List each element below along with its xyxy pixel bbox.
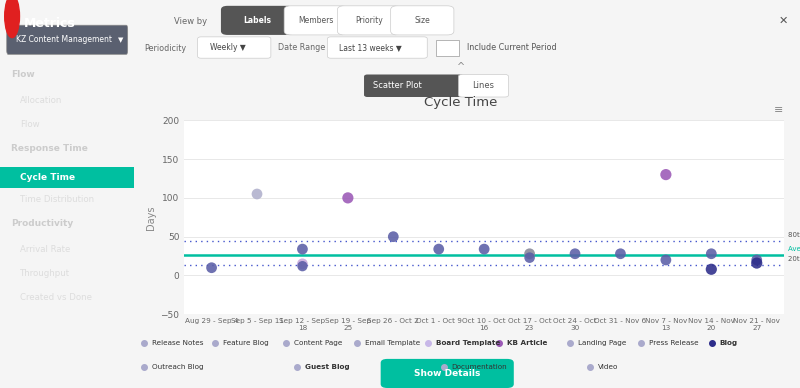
Text: Time Distribution: Time Distribution — [20, 195, 94, 204]
Y-axis label: Days: Days — [146, 205, 156, 230]
Text: Lines: Lines — [472, 81, 494, 90]
Text: Documentation: Documentation — [451, 364, 507, 370]
Text: Cycle Time: Cycle Time — [20, 173, 75, 182]
FancyBboxPatch shape — [381, 359, 514, 388]
Point — [705, 266, 718, 272]
FancyBboxPatch shape — [284, 6, 347, 35]
Point — [523, 255, 536, 261]
Text: Date Range: Date Range — [278, 43, 325, 52]
Text: Metrics: Metrics — [24, 17, 76, 31]
FancyBboxPatch shape — [6, 25, 128, 54]
Text: 80th Percentile: 80th Percentile — [788, 232, 800, 238]
Point — [296, 263, 309, 269]
Text: KB Article: KB Article — [506, 340, 547, 346]
FancyBboxPatch shape — [390, 6, 454, 35]
Text: Priority: Priority — [355, 16, 382, 25]
Text: Flow: Flow — [10, 70, 34, 79]
Point — [296, 246, 309, 252]
Text: Scatter Plot: Scatter Plot — [373, 81, 422, 90]
Text: K: K — [8, 11, 16, 21]
Point — [659, 171, 672, 178]
Text: Average Cycle Time: 27.05 days: Average Cycle Time: 27.05 days — [788, 246, 800, 252]
Text: Content Page: Content Page — [294, 340, 342, 346]
Text: ≡: ≡ — [774, 104, 783, 114]
Text: Periodicity: Periodicity — [144, 44, 186, 53]
Point — [205, 265, 218, 271]
Point — [659, 257, 672, 263]
FancyBboxPatch shape — [0, 167, 134, 188]
Point — [569, 251, 582, 257]
Text: Video: Video — [598, 364, 618, 370]
Text: Members: Members — [298, 16, 333, 25]
Text: ^: ^ — [457, 62, 465, 72]
Point — [750, 260, 763, 266]
FancyBboxPatch shape — [327, 37, 427, 58]
Text: KZ Content Management: KZ Content Management — [16, 35, 112, 45]
Point — [250, 191, 263, 197]
Text: Board Template: Board Template — [436, 340, 500, 346]
Text: Productivity: Productivity — [10, 219, 73, 228]
Point — [523, 251, 536, 257]
Circle shape — [5, 0, 19, 38]
Text: Include Current Period: Include Current Period — [467, 43, 557, 52]
Point — [432, 246, 445, 252]
Text: Created vs Done: Created vs Done — [20, 293, 92, 302]
Text: View by: View by — [174, 17, 207, 26]
FancyBboxPatch shape — [458, 74, 509, 97]
Text: Throughput: Throughput — [20, 269, 70, 278]
Text: Labels: Labels — [243, 16, 271, 25]
Point — [705, 251, 718, 257]
Text: Feature Blog: Feature Blog — [222, 340, 269, 346]
Text: Show Details: Show Details — [414, 369, 481, 378]
Text: Press Release: Press Release — [649, 340, 698, 346]
Text: Cycle Time: Cycle Time — [424, 95, 498, 109]
Point — [750, 257, 763, 263]
Text: Blog: Blog — [720, 340, 738, 346]
Text: 20th Percentile: 20th Percentile — [788, 256, 800, 262]
FancyBboxPatch shape — [364, 74, 464, 97]
Point — [387, 234, 400, 240]
Text: Last 13 weeks ▼: Last 13 weeks ▼ — [339, 43, 402, 52]
Text: ✕: ✕ — [778, 16, 788, 26]
Text: Size: Size — [414, 16, 430, 25]
FancyBboxPatch shape — [198, 37, 271, 58]
Text: Landing Page: Landing Page — [578, 340, 626, 346]
Text: Allocation: Allocation — [20, 96, 62, 105]
Text: Email Template: Email Template — [365, 340, 420, 346]
Text: Guest Blog: Guest Blog — [305, 364, 350, 370]
FancyBboxPatch shape — [221, 6, 294, 35]
Text: Release Notes: Release Notes — [152, 340, 203, 346]
Text: Weekly ▼: Weekly ▼ — [210, 43, 246, 52]
Text: ▼: ▼ — [118, 37, 124, 43]
FancyBboxPatch shape — [338, 6, 401, 35]
Point — [296, 261, 309, 267]
Text: Arrival Rate: Arrival Rate — [20, 245, 70, 254]
FancyBboxPatch shape — [436, 40, 458, 56]
Text: Flow: Flow — [20, 120, 40, 129]
Text: Response Time: Response Time — [10, 144, 88, 153]
Text: Outreach Blog: Outreach Blog — [152, 364, 203, 370]
Point — [478, 246, 490, 252]
Point — [342, 195, 354, 201]
Point — [614, 251, 627, 257]
